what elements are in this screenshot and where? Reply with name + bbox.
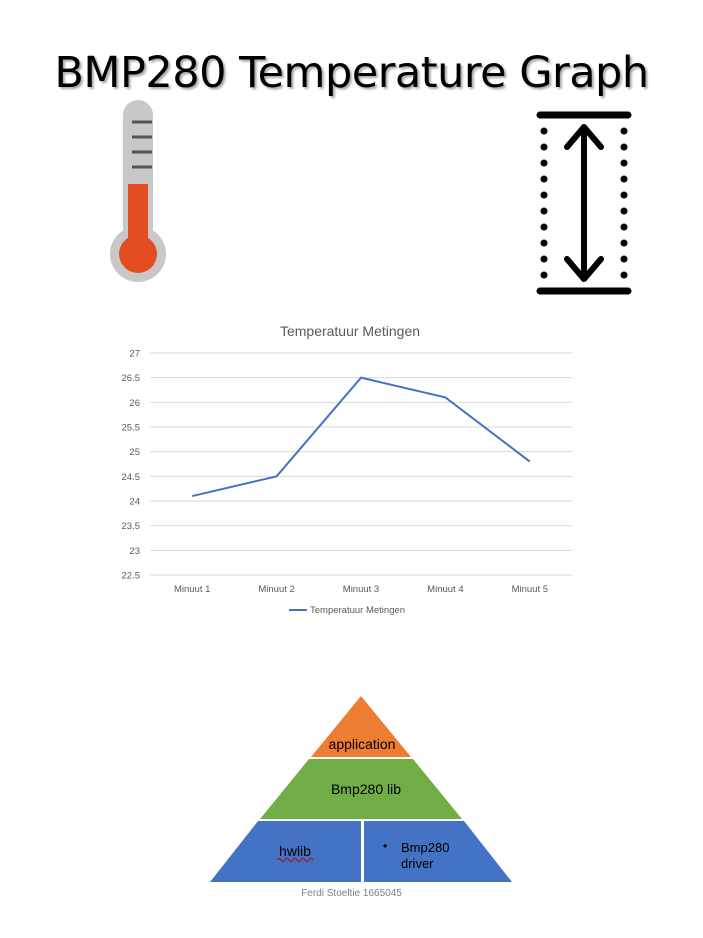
x-tick-label: Minuut 1 [174, 584, 210, 595]
chart-title: Temperatuur Metingen [280, 323, 420, 339]
page-title: BMP280 Temperature Graph [54, 48, 649, 98]
y-tick-label: 25.5 [122, 423, 141, 434]
x-tick-label: Minuut 3 [343, 584, 379, 595]
pyramid-label-bmp280-driver-2: driver [401, 856, 434, 871]
architecture-pyramid: application Bmp280 lib hwlib • Bmp280 dr… [210, 696, 512, 882]
y-tick-label: 24 [129, 497, 140, 508]
y-tick-label: 27 [129, 349, 140, 360]
y-tick-label: 26.5 [122, 373, 141, 384]
y-tick-label: 25 [129, 447, 140, 458]
x-tick-label: Minuut 2 [258, 584, 294, 595]
pyramid-label-hwlib: hwlib [279, 843, 311, 859]
footer-author: Ferdi Stoeltie 1665045 [301, 888, 402, 899]
chart-legend: Temperatuur Metingen [289, 605, 405, 616]
series-line [191, 376, 531, 498]
y-tick-label: 22.5 [122, 571, 141, 582]
thermometer-icon [110, 100, 166, 282]
y-tick-label: 23.5 [122, 521, 141, 532]
pyramid-label-application: application [329, 736, 396, 752]
pyramid-tier-bmp280-driver [364, 821, 512, 882]
y-tick-label: 23 [129, 546, 140, 557]
pyramid-label-bmp280-lib: Bmp280 lib [331, 781, 401, 797]
temperature-line-chart: Temperatuur Metingen 22.5 23 23.5 24 24.5 25 2… [122, 323, 572, 616]
pyramid-label-bmp280-driver-1: Bmp280 [401, 840, 449, 855]
vertical-measure-icon [536, 111, 632, 295]
pyramid-tier-bmp280-lib [260, 759, 462, 819]
x-tick-label: Minuut 5 [512, 584, 548, 595]
spellcheck-underline [276, 858, 314, 862]
pyramid-tier-hwlib [210, 821, 361, 882]
y-tick-label: 26 [129, 398, 140, 409]
pyramid-bullet: • [383, 839, 387, 853]
y-tick-label: 24.5 [122, 472, 141, 483]
x-tick-label: Minuut 4 [427, 584, 463, 595]
pyramid-tier-application [311, 696, 411, 757]
legend-label: Temperatuur Metingen [310, 605, 405, 616]
